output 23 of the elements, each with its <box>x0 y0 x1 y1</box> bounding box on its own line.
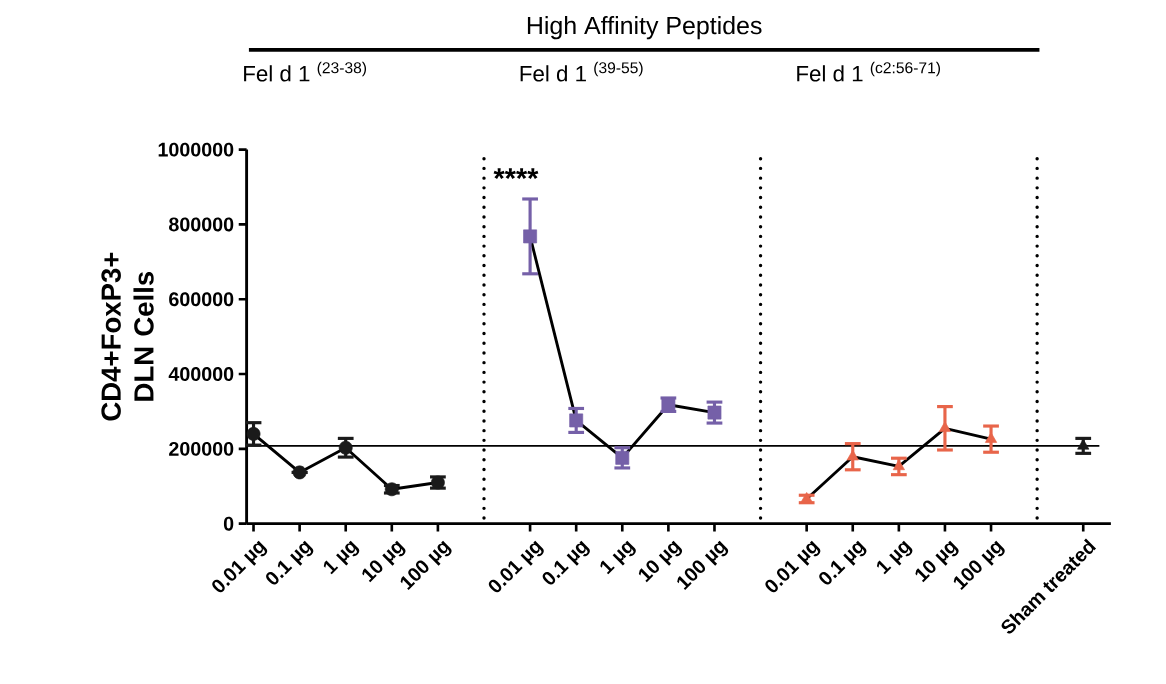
y-tick-label: 0 <box>223 516 234 531</box>
x-tick-label: 1 µg <box>323 540 360 575</box>
point <box>523 229 537 244</box>
text: Fel d 1 $^{(23-38)}$ <box>244 61 367 82</box>
x-tick-label: 1 µg <box>600 540 636 575</box>
text: Fel d 1 $^{(39-55)}$ <box>520 61 643 82</box>
point <box>569 413 584 428</box>
annotation: **** <box>493 168 539 179</box>
y-tick-label: 800000 <box>169 217 234 232</box>
text: Fel d 1 $^{(c2:56-71)}$ <box>797 61 941 82</box>
point <box>615 450 630 465</box>
point <box>292 465 307 480</box>
y-tick-label: 1000000 <box>158 142 234 157</box>
point <box>707 405 722 420</box>
x-tick-label: 1 µg <box>876 540 913 575</box>
y-tick-label: 200000 <box>169 441 234 456</box>
point <box>246 426 261 441</box>
y-tick-label: 600000 <box>169 292 234 307</box>
chart-title: High Affinity Peptides <box>527 15 762 40</box>
y-axis-title: CD4+FoxP3+ DLN Cells <box>101 252 154 421</box>
point <box>338 440 353 455</box>
y-tick-label: 400000 <box>168 367 234 381</box>
x-tick-label: 0.1 µg <box>266 540 314 585</box>
